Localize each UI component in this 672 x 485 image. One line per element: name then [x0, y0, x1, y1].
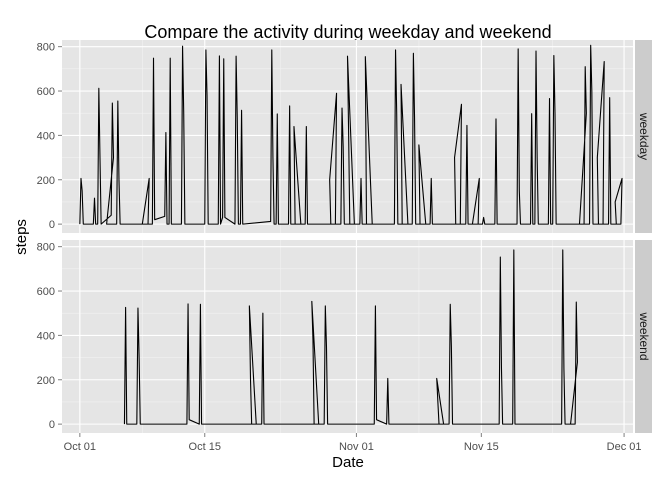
facet-strip [635, 40, 652, 233]
facet-strip [635, 240, 652, 433]
panel-weekday: 0 200 400 600 800 weekday [37, 40, 652, 233]
facet-strip-label: weekday [637, 112, 651, 160]
x-tick-label: Nov 15 [464, 441, 499, 453]
series-line-weekday [79, 44, 623, 225]
panel-weekend: 0 200 400 600 800 weekend Oct 01 Oct 15 Nov 01 No… [37, 240, 652, 453]
y-tick-label: 800 [37, 42, 55, 54]
y-axis-label: steps [13, 219, 30, 255]
x-tick-label: Dec 01 [607, 441, 642, 453]
y-tick-label: 200 [37, 375, 55, 387]
y-tick-label: 800 [37, 242, 55, 254]
y-tick-label: 0 [49, 419, 55, 431]
series-line-weekend [123, 249, 578, 425]
panel-background [62, 240, 633, 433]
y-tick-label: 400 [37, 130, 55, 142]
x-tick-label: Oct 15 [189, 441, 221, 453]
x-axis-label: Date [332, 454, 364, 471]
y-tick-label: 600 [37, 286, 55, 298]
x-tick-label: Nov 01 [339, 441, 374, 453]
y-tick-label: 400 [37, 330, 55, 342]
chart-title: Compare the activity during weekday and … [144, 22, 551, 42]
x-tick-label: Oct 01 [64, 441, 96, 453]
y-tick-label: 600 [37, 86, 55, 98]
facet-strip-label: weekend [637, 311, 651, 360]
y-tick-label: 200 [37, 175, 55, 187]
y-tick-label: 0 [49, 219, 55, 231]
